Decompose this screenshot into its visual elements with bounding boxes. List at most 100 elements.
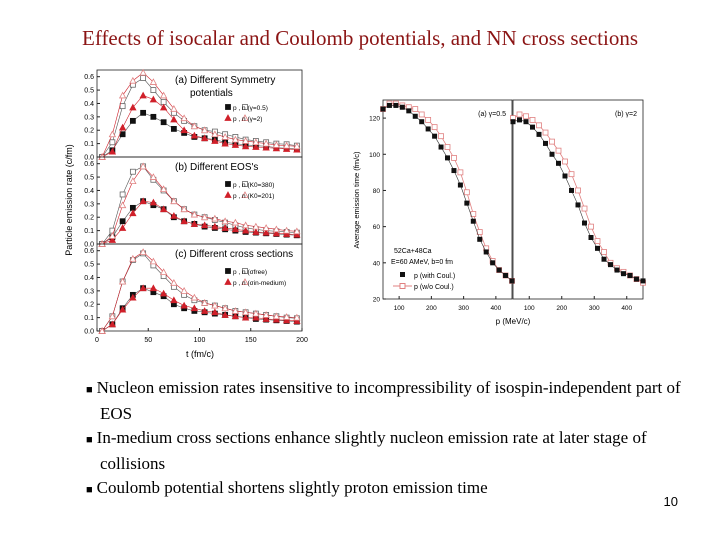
data-point xyxy=(588,223,594,230)
data-point xyxy=(119,191,126,198)
x-axis-label: t (fm/c) xyxy=(186,349,214,359)
data-point xyxy=(272,229,281,237)
data-point xyxy=(457,182,463,188)
y-tick-label: 0.2 xyxy=(84,215,94,222)
data-point xyxy=(438,133,444,140)
data-point xyxy=(170,212,178,219)
data-point xyxy=(170,296,178,304)
data-point xyxy=(293,313,301,321)
x-tick-label: 50 xyxy=(144,337,152,344)
data-point xyxy=(282,316,291,324)
legend-marker xyxy=(242,104,248,110)
y-tick-label: 0.3 xyxy=(84,288,94,295)
data-point xyxy=(118,123,127,131)
data-point xyxy=(444,144,451,150)
data-point xyxy=(463,189,470,196)
data-point xyxy=(601,256,607,262)
data-point xyxy=(159,205,168,213)
data-point xyxy=(139,68,147,76)
annotation: 52Ca+48Ca xyxy=(394,248,432,255)
data-point xyxy=(399,104,405,110)
data-point xyxy=(231,218,240,226)
x-tick-label: 400 xyxy=(621,305,632,312)
data-point xyxy=(190,122,199,130)
data-point xyxy=(555,147,562,154)
panel-title: (b) γ=2 xyxy=(615,111,637,118)
legend-marker xyxy=(399,283,406,289)
bullet-text: In-medium cross sections enhance slightl… xyxy=(96,428,647,473)
data-point xyxy=(200,126,209,134)
data-point xyxy=(490,260,496,266)
x-tick-label: 200 xyxy=(426,305,437,312)
data-point xyxy=(406,108,412,114)
data-point xyxy=(211,301,219,309)
data-point xyxy=(140,109,147,116)
x-tick-label: 200 xyxy=(296,337,308,344)
data-point xyxy=(614,267,620,273)
data-point xyxy=(380,106,386,112)
data-point xyxy=(231,312,240,320)
data-point xyxy=(170,125,177,132)
data-point xyxy=(159,268,168,276)
data-point xyxy=(159,103,168,111)
legend-marker xyxy=(242,268,248,274)
data-point xyxy=(200,307,209,314)
data-point xyxy=(523,119,529,125)
data-point xyxy=(582,220,587,226)
data-point xyxy=(272,312,281,320)
data-point xyxy=(293,317,301,324)
legend-marker xyxy=(224,191,232,198)
data-point xyxy=(393,102,399,108)
panel-title: (b) Different EOS's xyxy=(175,162,258,173)
data-point xyxy=(139,162,147,170)
data-point xyxy=(272,144,281,152)
y-tick-label: 0.0 xyxy=(84,155,94,162)
data-point xyxy=(272,141,281,148)
data-point xyxy=(412,113,418,119)
data-point xyxy=(282,145,291,152)
data-point xyxy=(425,126,431,132)
legend-label: p , n (σin-medium) xyxy=(233,280,286,287)
data-point xyxy=(575,202,581,208)
data-point xyxy=(200,213,209,221)
data-point xyxy=(262,143,270,151)
data-point xyxy=(509,278,515,284)
panel-title: (a) γ=0.5 xyxy=(478,111,506,118)
y-tick-label: 0.6 xyxy=(84,161,94,168)
data-point xyxy=(293,145,301,153)
data-point xyxy=(543,140,548,146)
legend-marker xyxy=(241,191,249,198)
data-point xyxy=(211,214,219,222)
x-tick-label: 0 xyxy=(95,337,99,344)
y-tick-label: 80 xyxy=(373,188,381,195)
data-point xyxy=(231,225,240,233)
y-tick-label: 0.4 xyxy=(84,275,94,282)
y-tick-label: 40 xyxy=(373,260,381,267)
data-point xyxy=(536,122,542,129)
legend-marker xyxy=(225,268,231,274)
data-point xyxy=(150,87,157,93)
data-point xyxy=(419,119,425,125)
panel-title: (c) Different cross sections xyxy=(175,249,293,260)
data-point xyxy=(252,143,260,150)
data-point xyxy=(457,169,464,176)
data-point xyxy=(119,218,126,225)
x-tick-label: 300 xyxy=(458,305,469,312)
y-tick-label: 0.3 xyxy=(84,114,94,121)
data-point xyxy=(190,220,199,227)
data-point xyxy=(445,155,450,161)
data-point xyxy=(180,114,188,122)
data-point xyxy=(262,228,270,236)
data-point xyxy=(562,173,568,179)
data-point xyxy=(272,315,281,323)
y-tick-label: 0.5 xyxy=(84,262,94,269)
data-point xyxy=(241,221,250,229)
data-point xyxy=(211,130,219,138)
bullet-text: Coulomb potential shortens slightly prot… xyxy=(96,478,488,497)
data-point xyxy=(149,284,158,292)
legend-label: p , n (σfree) xyxy=(233,269,267,276)
bullet-item: ■ Coulomb potential shortens slightly pro… xyxy=(86,478,488,497)
data-point xyxy=(139,91,147,99)
x-tick-label: 300 xyxy=(589,305,600,312)
data-point xyxy=(149,78,158,85)
